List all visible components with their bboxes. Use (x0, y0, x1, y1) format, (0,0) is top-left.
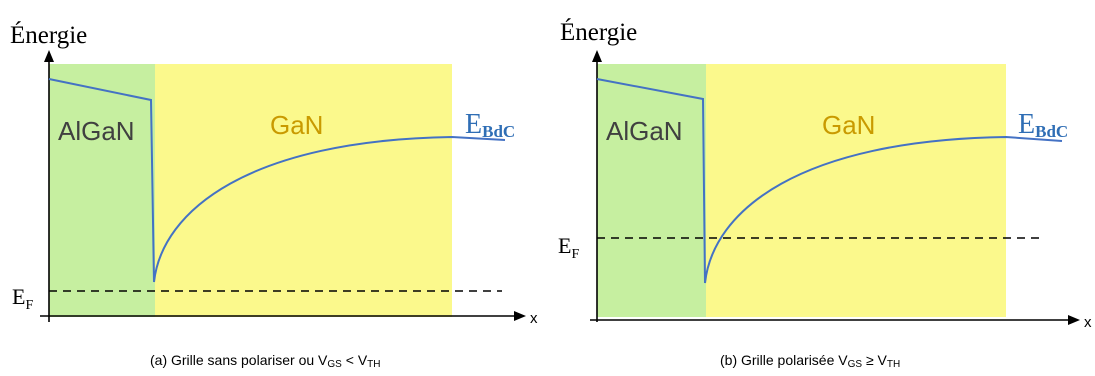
band-curve-a (48, 78, 506, 283)
x-axis-arrow-a (514, 311, 526, 321)
gan-region-a (155, 64, 452, 317)
fermi-label-a: EF (12, 284, 33, 313)
algan-region-b (597, 64, 706, 317)
algan-label-b: AlGaN (606, 116, 683, 146)
y-axis-label-b: Énergie (560, 18, 637, 46)
band-curve-b (596, 78, 1063, 284)
x-axis-label-a: x (530, 310, 538, 327)
band-label-b: EBdC (1018, 109, 1068, 141)
panel-b: Énergie x AlGaN GaN EBdC EF (b) Grille p… (558, 18, 1092, 370)
band-label-a: EBdC (465, 109, 515, 141)
y-axis-arrow-a (44, 50, 54, 62)
panel-a: Énergie x AlGaN GaN EBdC EF (a) Grille s… (10, 21, 538, 370)
x-axis-label-b: x (1084, 314, 1092, 331)
algan-label-a: AlGaN (58, 116, 135, 146)
y-axis-arrow-b (592, 50, 602, 62)
gan-label-b: GaN (822, 110, 875, 140)
caption-b: (b) Grille polarisée VGS ≥ VTH (720, 352, 900, 370)
gan-region-b (706, 64, 1006, 317)
x-axis-arrow-b (1068, 315, 1080, 325)
caption-a: (a) Grille sans polariser ou VGS < VTH (150, 352, 381, 370)
gan-label-a: GaN (270, 110, 323, 140)
fermi-label-b: EF (558, 233, 579, 262)
algan-region-a (49, 64, 155, 317)
y-axis-label-a: Énergie (10, 21, 87, 49)
